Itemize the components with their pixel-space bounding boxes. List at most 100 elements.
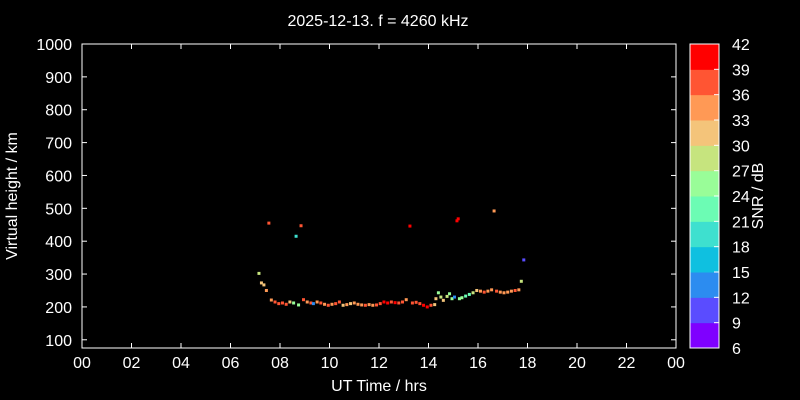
data-point <box>375 303 379 307</box>
data-point <box>371 303 375 307</box>
data-point <box>475 288 479 292</box>
data-point <box>273 300 277 304</box>
data-point <box>404 298 408 302</box>
y-tick-label: 300 <box>45 267 72 284</box>
data-point <box>267 221 271 225</box>
colorbar-tick-label: 24 <box>732 189 750 206</box>
data-point <box>284 302 288 306</box>
data-point <box>257 271 261 275</box>
data-point <box>478 289 482 293</box>
data-point <box>441 298 445 302</box>
data-point <box>455 219 459 223</box>
x-tick-label: 22 <box>618 355 636 372</box>
data-point <box>439 295 443 299</box>
data-point <box>498 290 502 294</box>
colorbar-segment <box>690 322 719 349</box>
y-tick-label: 400 <box>45 234 72 251</box>
data-point <box>397 301 401 305</box>
data-point <box>450 297 454 301</box>
colorbar-tick-label: 39 <box>732 62 750 79</box>
y-tick-label: 200 <box>45 300 72 317</box>
data-point <box>259 281 263 285</box>
data-point <box>363 303 367 307</box>
data-point <box>495 289 499 293</box>
data-point <box>418 302 422 306</box>
x-tick-label: 20 <box>568 355 586 372</box>
x-tick-label: 02 <box>123 355 141 372</box>
data-point <box>349 302 353 306</box>
data-point <box>522 258 526 262</box>
data-point <box>352 301 356 305</box>
colorbar-segment <box>690 44 719 70</box>
x-tick-label: 12 <box>370 355 388 372</box>
data-point <box>299 224 303 228</box>
colorbar-tick-label: 9 <box>732 316 741 333</box>
colorbar-tick-label: 30 <box>732 138 750 155</box>
data-point <box>448 292 452 296</box>
data-point <box>311 302 315 306</box>
y-tick-label: 1000 <box>36 37 72 54</box>
colorbar-segment <box>690 69 719 96</box>
data-point <box>452 295 456 299</box>
data-point <box>280 301 284 305</box>
data-point <box>323 302 327 306</box>
data-point <box>471 291 475 295</box>
y-axis-label: Virtual height / km <box>4 132 21 260</box>
y-tick-label: 500 <box>45 201 72 218</box>
data-point <box>457 297 461 301</box>
data-point <box>386 301 390 305</box>
data-point <box>305 300 309 304</box>
data-point <box>436 291 440 295</box>
x-tick-label: 14 <box>420 355 438 372</box>
colorbar-tick-label: 33 <box>732 113 750 130</box>
data-point <box>319 301 323 305</box>
data-point <box>502 291 506 295</box>
colorbar-tick-label: 6 <box>732 341 741 358</box>
data-point <box>264 288 268 292</box>
data-point <box>482 290 486 294</box>
data-point <box>302 298 306 302</box>
colorbar-segment <box>690 145 719 172</box>
colorbar-segment <box>690 297 719 324</box>
data-point <box>408 224 412 228</box>
colorbar-segment <box>690 94 719 121</box>
x-tick-label: 08 <box>271 355 289 372</box>
y-tick-label: 100 <box>45 333 72 350</box>
data-point <box>467 292 471 296</box>
x-axis: 00 02 04 06 08 10 12 14 16 18 20 22 00 <box>73 44 685 372</box>
colorbar-segment <box>690 170 719 197</box>
data-point <box>456 217 460 221</box>
y-tick-label: 800 <box>45 103 72 120</box>
colorbar-tick-label: 27 <box>732 164 750 181</box>
data-point <box>429 303 433 307</box>
data-point <box>330 302 334 306</box>
x-tick-label: 18 <box>519 355 537 372</box>
data-point <box>410 301 414 305</box>
data-point <box>393 301 397 305</box>
colorbar-segment <box>690 120 719 146</box>
data-point <box>378 302 382 306</box>
data-point <box>294 234 298 238</box>
x-tick-label: 06 <box>222 355 240 372</box>
data-point <box>337 300 341 304</box>
x-tick-label: 04 <box>172 355 190 372</box>
data-point <box>460 296 464 300</box>
y-tick-label: 700 <box>45 136 72 153</box>
data-point <box>309 301 313 305</box>
colorbar-tick-label: 12 <box>732 290 750 307</box>
colorbar-tick-label: 15 <box>732 265 750 282</box>
data-point <box>262 283 266 287</box>
data-point <box>422 303 426 307</box>
x-tick-label: 00 <box>667 355 685 372</box>
data-point <box>382 300 386 304</box>
data-point <box>509 289 513 293</box>
data-point <box>433 303 437 307</box>
data-point <box>341 303 345 307</box>
data-point <box>334 302 338 306</box>
data-point <box>277 302 281 306</box>
data-point <box>360 303 364 307</box>
data-point <box>492 209 496 213</box>
data-point <box>315 300 319 304</box>
y-tick-label: 900 <box>45 70 72 87</box>
